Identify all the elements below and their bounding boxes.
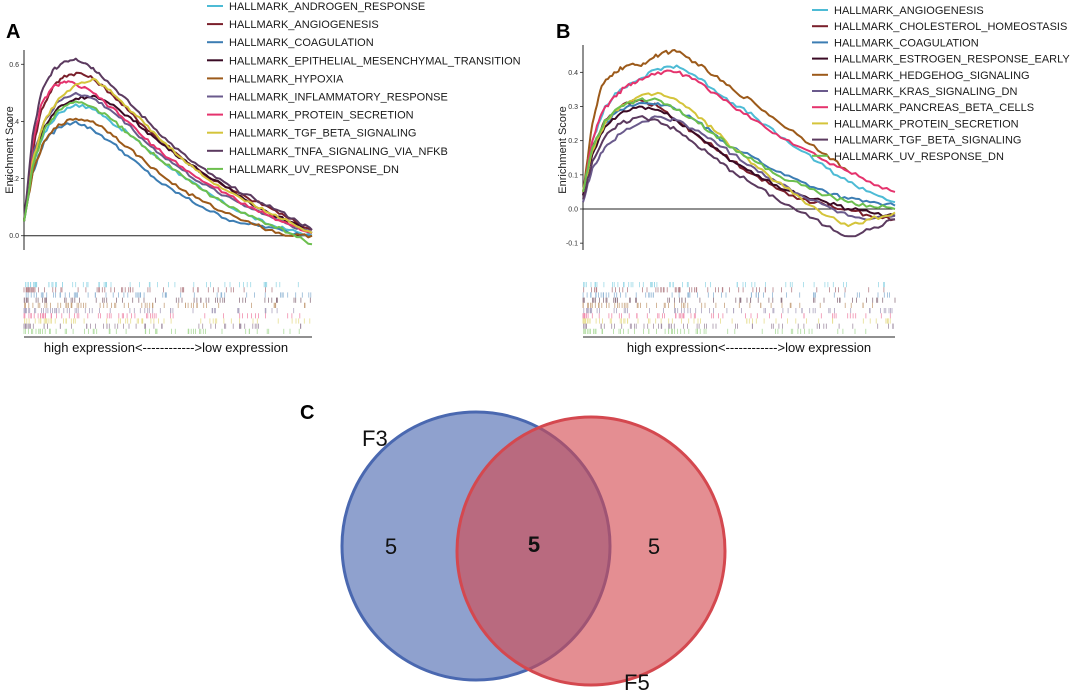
legend-label: HALLMARK_ESTROGEN_RESPONSE_EARLY	[834, 54, 1070, 66]
panel-a-gsea-plot: 0.0 0.2 0.4 0.6 Enrichment Score HALLMARK_AND…	[4, 1, 521, 355]
venn-count-f5-only: 5	[648, 534, 660, 559]
venn-set-label-f5: F5	[624, 670, 650, 693]
y-axis-label: Enrichment Score	[4, 106, 16, 193]
panel-b-gsea-plot: -0.1 0.0 0.1 0.2 0.3 0.4 Enrichment Score HALLM…	[557, 5, 1070, 355]
legend-label: HALLMARK_ANDROGEN_RESPONSE	[229, 1, 425, 13]
y-tick-label: 0.3	[568, 104, 578, 111]
rug-row	[583, 308, 893, 314]
venn-set-label-f3: F3	[362, 426, 388, 451]
rug-row	[582, 318, 891, 324]
y-tick-label: 0.6	[9, 62, 19, 69]
venn-count-intersection: 5	[528, 532, 540, 557]
rug-row	[582, 313, 891, 319]
venn-count-f3-only: 5	[385, 534, 397, 559]
rug-row	[583, 328, 867, 334]
rug-row	[23, 287, 273, 293]
series-line-hallmark-tgf-beta-signaling	[23, 77, 313, 234]
y-tick-label: 0.2	[9, 176, 19, 183]
rug-row	[24, 282, 299, 288]
legend-label: HALLMARK_ANGIOGENESIS	[834, 5, 984, 17]
series-line-hallmark-kras-signaling-dn	[582, 115, 896, 221]
series-line-hallmark-tnfa-signaling-via-nfkb	[23, 57, 313, 231]
series-line-hallmark-protein-secretion	[23, 80, 313, 234]
rug-row	[583, 287, 885, 293]
rug-row	[24, 318, 311, 324]
legend-label: HALLMARK_INFLAMMATORY_RESPONSE	[229, 92, 448, 104]
rug-row	[582, 292, 890, 298]
rug-row	[583, 323, 894, 329]
series-line-hallmark-tgf-beta-signaling	[582, 115, 896, 238]
series-line-hallmark-pancreas-beta-cells	[582, 69, 896, 193]
panel-c-venn-diagram: F3 F5 5 5 5	[340, 410, 727, 693]
y-tick-label: 0.4	[9, 119, 19, 126]
legend-label: HALLMARK_TGF_BETA_SIGNALING	[229, 128, 416, 140]
y-tick-label: 0.4	[568, 70, 578, 77]
y-tick-label: 0.2	[568, 138, 578, 145]
rug-row	[23, 323, 302, 329]
legend-label: HALLMARK_COAGULATION	[229, 37, 374, 49]
rug-row	[24, 302, 306, 308]
legend-label: HALLMARK_CHOLESTEROL_HOMEOSTASIS	[834, 21, 1067, 33]
series-line-hallmark-hedgehog-signaling	[582, 49, 849, 193]
series-line-hallmark-uv-response-dn	[23, 100, 313, 246]
series-line-hallmark-hypoxia	[23, 117, 313, 239]
rug-row	[582, 302, 873, 308]
legend-label: HALLMARK_TGF_BETA_SIGNALING	[834, 135, 1021, 147]
rug-row	[23, 297, 311, 303]
x-axis-label: high expression<------------>low express…	[44, 340, 288, 355]
series-line-hallmark-angiogenesis	[582, 64, 896, 204]
panel-label-c: C	[300, 402, 314, 424]
venn-circle-f5	[455, 415, 727, 687]
rug-row	[583, 282, 885, 288]
series-line-hallmark-angiogenesis	[23, 71, 313, 231]
panel-label-b: B	[556, 21, 570, 43]
x-axis-label: high expression<------------>low express…	[627, 340, 871, 355]
series-line-hallmark-uv-response-dn	[582, 97, 896, 210]
y-tick-label: 0.0	[9, 233, 19, 240]
legend-label: HALLMARK_HYPOXIA	[229, 73, 344, 85]
legend-label: HALLMARK_PANCREAS_BETA_CELLS	[834, 102, 1034, 114]
rug-row	[23, 308, 295, 314]
y-tick-label: 0.1	[568, 172, 578, 179]
panel-label-a: A	[6, 21, 20, 43]
legend-label: HALLMARK_EPITHELIAL_MESENCHYMAL_TRANSITI…	[229, 55, 521, 67]
legend-label: HALLMARK_PROTEIN_SECRETION	[229, 110, 414, 122]
rug-row	[23, 313, 301, 319]
legend-label: HALLMARK_COAGULATION	[834, 37, 979, 49]
series-line-hallmark-estrogen-response-early	[582, 105, 896, 218]
legend-label: HALLMARK_UV_RESPONSE_DN	[834, 151, 1004, 163]
y-tick-label: 0.0	[568, 207, 578, 214]
legend-label: HALLMARK_PROTEIN_SECRETION	[834, 118, 1019, 130]
rug-row	[582, 297, 896, 303]
legend-label: HALLMARK_HEDGEHOG_SIGNALING	[834, 70, 1030, 82]
y-axis-label: Enrichment Score	[557, 106, 569, 193]
legend-label: HALLMARK_UV_RESPONSE_DN	[229, 164, 399, 176]
y-tick-label: -0.1	[566, 241, 578, 248]
legend-label: HALLMARK_KRAS_SIGNALING_DN	[834, 86, 1017, 98]
legend-label: HALLMARK_TNFA_SIGNALING_VIA_NFKB	[229, 146, 448, 158]
rug-row	[25, 292, 312, 298]
legend-label: HALLMARK_ANGIOGENESIS	[229, 19, 379, 31]
rug-row	[23, 328, 300, 334]
